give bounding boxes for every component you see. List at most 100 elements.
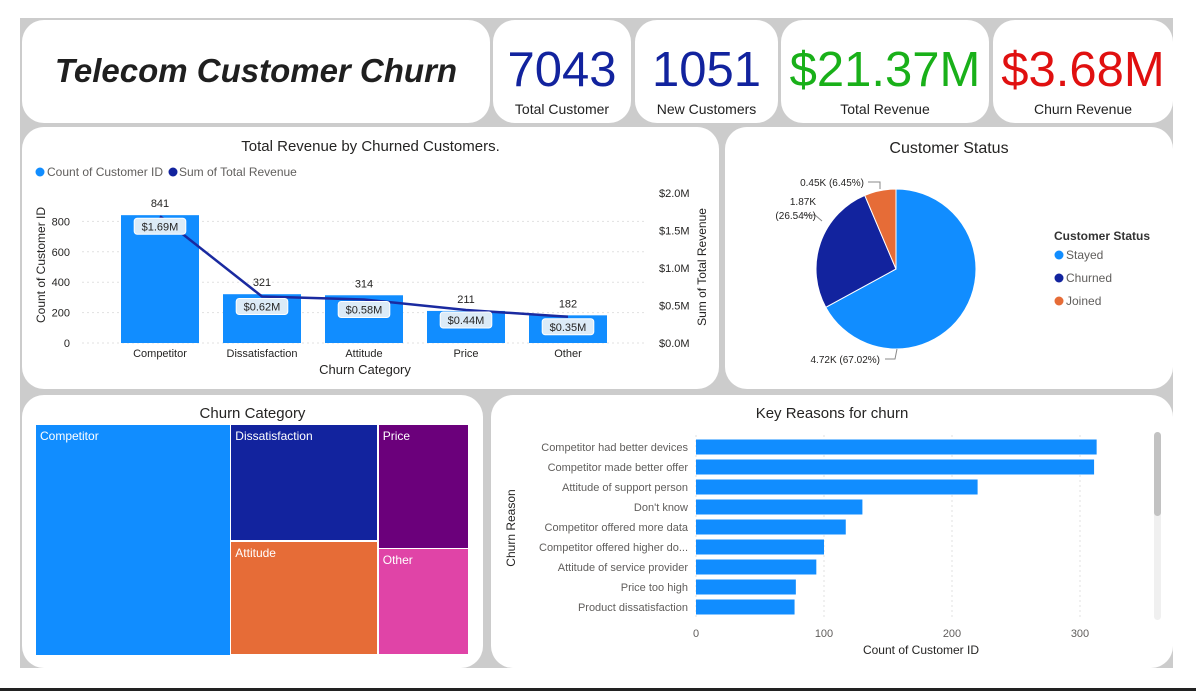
left-axis-tick: 800: [52, 216, 70, 228]
kpi-label: Churn Revenue: [1033, 101, 1133, 117]
left-axis-tick: 400: [52, 277, 70, 289]
reason-label: Don't know: [634, 502, 688, 514]
kpi-card-churn-revenue[interactable]: $3.68M Churn Revenue: [993, 20, 1173, 123]
pie-label-churned-value: 1.87K: [790, 197, 816, 208]
legend-marker-revenue: [168, 167, 178, 177]
category-tick-label: Other: [554, 348, 582, 360]
leader-line: [868, 181, 881, 189]
left-axis-tick: 200: [52, 308, 70, 320]
right-axis-tick: $1.5M: [659, 226, 690, 238]
reason-label: Attitude of support person: [562, 482, 688, 494]
treemap-tile-dissatisfaction[interactable]: Dissatisfaction: [231, 425, 378, 541]
leader-line: [803, 214, 823, 222]
pie-label-churned-percent: (26.54%): [775, 211, 816, 222]
legend-label-count: Count of Customer ID: [47, 165, 163, 179]
kpi-card-new-customers[interactable]: 1051 New Customers: [635, 20, 778, 123]
category-tick-label: Attitude: [345, 348, 382, 360]
reason-label: Price too high: [621, 582, 688, 594]
revenue-label-box: [133, 217, 187, 235]
scrollbar-thumb[interactable]: [1154, 432, 1161, 516]
bar-data-label: 182: [559, 298, 577, 310]
reason-bar: [696, 479, 978, 495]
revenue-label-box: [235, 298, 289, 315]
reason-label: Competitor offered higher do...: [539, 542, 688, 554]
reason-label: Competitor offered more data: [545, 522, 689, 534]
right-axis-tick: $1.0M: [659, 263, 690, 275]
pie-legend-label: Joined: [1066, 294, 1101, 308]
reasons-chart: 0 100 200 300 Competitor had better devices C…: [504, 432, 1161, 657]
x-axis-tick: 0: [693, 628, 699, 640]
x-axis-tick: 200: [943, 628, 961, 640]
pie-legend-label: Stayed: [1066, 248, 1103, 262]
revenue-label-box: [439, 311, 493, 329]
reason-label: Competitor made better offer: [548, 462, 689, 474]
reason-bar: [696, 599, 795, 615]
reasons-chart-title: Key Reasons for churn: [755, 405, 909, 422]
pie-chart-title: Customer Status: [889, 140, 1009, 157]
treemap-title: Churn Category: [199, 405, 306, 422]
pie-label-joined: 0.45K (6.45%): [800, 178, 864, 189]
treemap-tile-label: Dissatisfaction: [235, 429, 313, 443]
revenue-data-label: $1.69M: [142, 221, 179, 233]
pie-legend-marker: [1054, 296, 1064, 306]
reason-label: Competitor had better devices: [541, 442, 688, 454]
x-axis-title: Churn Category: [319, 362, 411, 377]
kpi-label: Total Customer: [514, 101, 610, 117]
revenue-label-box: [337, 301, 391, 318]
pie-chart: 4.72K (67.02%) 1.87K (26.54%) 0.45K (6.45%)…: [775, 178, 1150, 366]
right-axis-title: Sum of Total Revenue: [695, 208, 709, 326]
pie-legend-marker: [1054, 250, 1064, 260]
reasons-chart-card[interactable]: Key Reasons for churn 0 100 200 300 Competit…: [491, 395, 1173, 668]
kpi-card-total-customer[interactable]: 7043 Total Customer: [493, 20, 631, 123]
right-axis-tick: $2.0M: [659, 188, 690, 200]
combo-chart-card[interactable]: Total Revenue by Churned Customers. Coun…: [22, 127, 719, 389]
bottom-border: [0, 688, 1196, 691]
kpi-card-total-revenue[interactable]: $21.37M Total Revenue: [781, 20, 989, 123]
legend-label-revenue: Sum of Total Revenue: [179, 165, 297, 179]
treemap-tile-label: Attitude: [235, 545, 276, 560]
pie-legend-marker: [1054, 273, 1064, 283]
leader-line: [885, 348, 898, 360]
treemap-tile-label: Price: [382, 429, 411, 443]
kpi-value: 1051: [651, 43, 761, 97]
revenue-data-label: $0.62M: [244, 302, 281, 314]
reason-bar: [696, 559, 817, 575]
treemap-tile-other[interactable]: Other: [378, 549, 469, 655]
reason-bar: [696, 439, 1097, 455]
bar-data-label: 314: [355, 278, 373, 290]
category-tick-label: Price: [453, 348, 478, 360]
reason-bar: [696, 519, 846, 535]
reason-label: Product dissatisfaction: [578, 602, 688, 614]
reason-bar: [696, 579, 796, 595]
treemap-chart: Competitor Dissatisfaction Attitude Price Ot…: [22, 395, 483, 668]
reason-bar: [696, 539, 824, 555]
treemap-tile-attitude[interactable]: Attitude: [231, 541, 378, 655]
revenue-data-label: $0.58M: [346, 305, 383, 317]
treemap-card[interactable]: Churn Category Competitor Dissatisfaction…: [22, 395, 483, 668]
legend-marker-count: [35, 167, 45, 177]
reason-bar: [696, 499, 863, 515]
pie-chart-card[interactable]: Customer Status 4.72K (67.02%) 1.87K (26.5…: [725, 127, 1173, 389]
kpi-label: New Customers: [656, 101, 757, 117]
kpi-label: Total Revenue: [840, 101, 930, 117]
treemap-tile-competitor[interactable]: Competitor: [36, 425, 230, 655]
bar-data-label: 211: [457, 294, 475, 306]
y-axis-title: Churn Reason: [504, 489, 518, 566]
treemap-tile-price[interactable]: Price: [378, 425, 469, 548]
x-axis-title: Count of Customer ID: [863, 643, 979, 657]
pie-label-stayed: 4.72K (67.02%): [811, 355, 881, 366]
category-tick-label: Dissatisfaction: [227, 348, 298, 360]
reason-label: Attitude of service provider: [558, 562, 689, 574]
pie-legend-label: Churned: [1066, 271, 1112, 285]
revenue-data-label: $0.44M: [448, 315, 485, 327]
left-axis-tick: 600: [52, 247, 70, 259]
right-axis-tick: $0.0M: [659, 338, 690, 350]
revenue-line: [159, 215, 569, 318]
right-axis-tick: $0.5M: [659, 301, 690, 313]
combo-chart: Count of Customer ID Sum of Total Revenue…: [34, 165, 709, 377]
kpi-value: $21.37M: [789, 43, 981, 97]
bar-data-label: 321: [253, 277, 271, 289]
pie-slice-churned: [815, 194, 897, 309]
category-tick-label: Competitor: [133, 348, 187, 360]
pie-slice-joined: [864, 188, 897, 270]
